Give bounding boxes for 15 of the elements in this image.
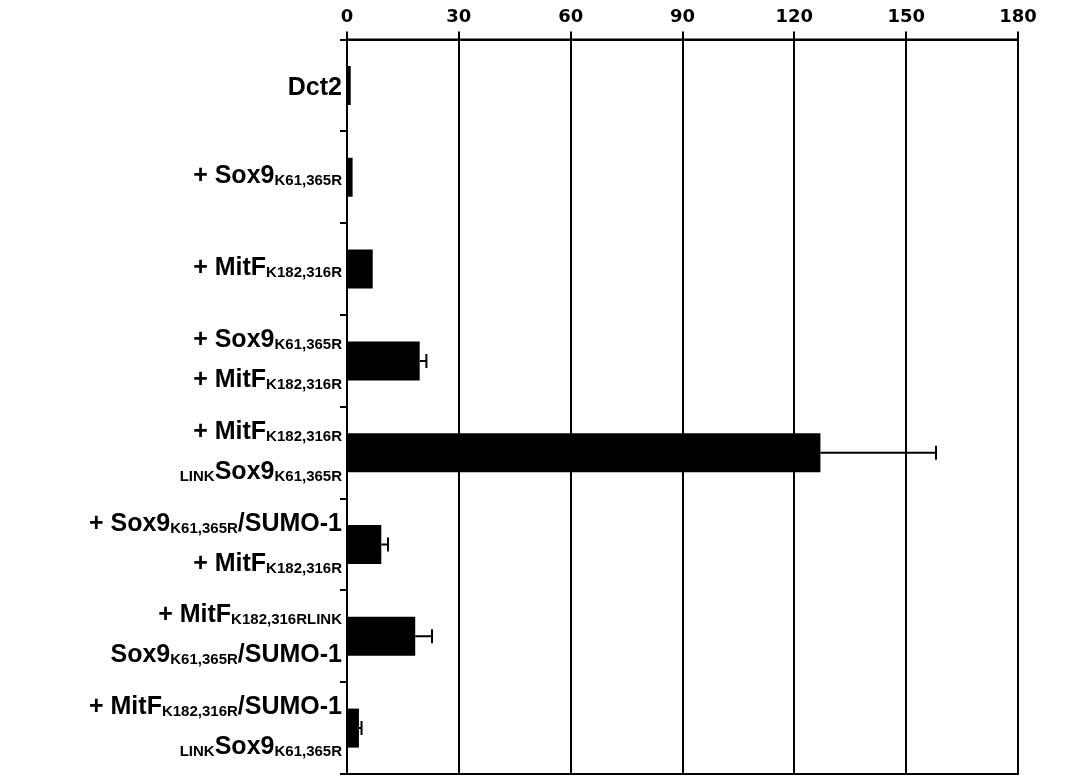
category-label: + MitF$_{K182,316R}$ $_{LINK}$Sox9$_{K61,365R}$ (179, 415, 342, 484)
x-tick-label: 30 (446, 5, 472, 27)
category-label: + MitF$_{K182,316RLINK}$ Sox9$_{K61,365R}$/SUMO-1 (110, 599, 342, 668)
y-tick-label: + Sox9$_{K61,365R}$ + MitF$_{K182,316R}$ (193, 322, 342, 394)
y-tick-label: + MitF$_{K182,316R}$ (193, 251, 342, 283)
category-label: + MitF$_{K182,316R}$/SUMO-1 $_{LINK}$Sox9$_{K61,365R}$ (89, 691, 342, 760)
x-tick-label: 0 (340, 5, 354, 27)
x-tick-label: 150 (887, 5, 925, 27)
x-tick-label: 180 (999, 5, 1037, 27)
x-tick-label: 90 (669, 5, 696, 27)
x-tick-label: 120 (775, 5, 814, 27)
x-tick-label: 60 (558, 5, 584, 27)
y-tick-label: + Sox9$_{K61,365R}$/SUMO-1 + MitF$_{K182,316R}$ (88, 506, 342, 578)
y-tick-label: Dct2 (287, 70, 342, 102)
y-tick-label: + Sox9$_{K61,365R}$ (193, 159, 342, 191)
